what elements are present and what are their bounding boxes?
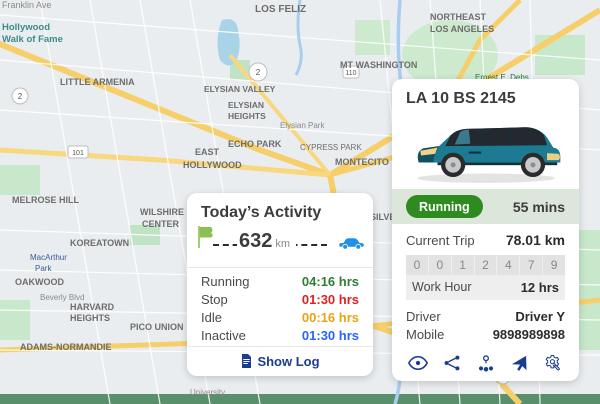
svg-text:ECHO PARK: ECHO PARK	[228, 139, 282, 149]
svg-text:MT WASHINGTON: MT WASHINGTON	[340, 60, 417, 70]
svg-text:NORTHEAST: NORTHEAST	[430, 12, 487, 22]
svg-text:MELROSE HILL: MELROSE HILL	[12, 195, 80, 205]
svg-text:Hollywood: Hollywood	[2, 22, 50, 33]
svg-text:PICO UNION: PICO UNION	[130, 322, 184, 332]
svg-text:ELYSIAN: ELYSIAN	[228, 100, 264, 110]
svg-text:EAST: EAST	[195, 147, 220, 157]
svg-text:Franklin Ave: Franklin Ave	[2, 0, 51, 10]
svg-text:LITTLE ARMENIA: LITTLE ARMENIA	[60, 77, 135, 87]
svg-text:HARVARD: HARVARD	[70, 302, 115, 312]
svg-text:Beverly Blvd: Beverly Blvd	[40, 293, 84, 302]
svg-text:LOS ANGELES: LOS ANGELES	[430, 24, 494, 34]
svg-text:HEIGHTS: HEIGHTS	[228, 111, 266, 121]
svg-text:101: 101	[72, 150, 84, 157]
svg-text:MacArthur: MacArthur	[30, 253, 67, 262]
svg-text:2: 2	[18, 92, 23, 101]
svg-text:Park: Park	[35, 264, 52, 273]
svg-text:WILSHIRE: WILSHIRE	[140, 207, 184, 217]
svg-text:KOREATOWN: KOREATOWN	[70, 238, 129, 248]
svg-text:ADAMS-NORMANDIE: ADAMS-NORMANDIE	[20, 342, 112, 352]
svg-text:ELYSIAN VALLEY: ELYSIAN VALLEY	[204, 84, 276, 94]
svg-text:MONTECITO: MONTECITO	[335, 157, 389, 167]
svg-text:110: 110	[345, 70, 356, 77]
svg-text:HOLLYWOOD: HOLLYWOOD	[183, 160, 242, 170]
svg-text:CYPRESS PARK: CYPRESS PARK	[300, 143, 362, 152]
svg-text:HEIGHTS: HEIGHTS	[70, 313, 110, 323]
svg-text:LOS FELIZ: LOS FELIZ	[255, 4, 306, 15]
svg-text:Elysian Park: Elysian Park	[280, 121, 325, 130]
svg-text:OAKWOOD: OAKWOOD	[15, 277, 64, 287]
svg-text:2: 2	[256, 68, 261, 77]
svg-text:CENTER: CENTER	[142, 219, 180, 229]
svg-text:Walk of Fame: Walk of Fame	[2, 34, 63, 45]
svg-text:University: University	[190, 388, 225, 397]
